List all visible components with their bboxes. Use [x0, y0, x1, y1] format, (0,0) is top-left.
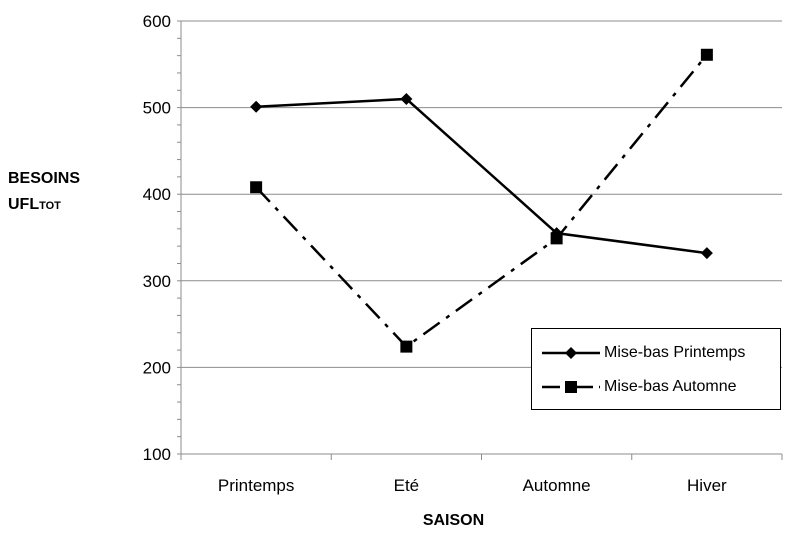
data-point-diamond: [400, 92, 413, 105]
y-axis-label: BESOINS UFLTOT: [8, 166, 108, 219]
data-point-square: [700, 48, 713, 61]
y-tick-label: 200: [143, 358, 171, 377]
y-tick-label: 600: [143, 12, 171, 31]
x-tick-label: Hiver: [687, 476, 727, 495]
y-tick-label: 300: [143, 272, 171, 291]
x-tick-label: Printemps: [218, 476, 295, 495]
data-point-diamond: [250, 100, 263, 113]
legend-swatch-diamond: [542, 347, 600, 359]
y-axis-label-line1: BESOINS: [8, 170, 81, 187]
data-point-square: [400, 340, 413, 353]
x-tick-label: Automne: [523, 476, 591, 495]
y-tick-label: 400: [143, 185, 171, 204]
y-axis-label-subscript: TOT: [39, 200, 61, 212]
y-axis-label-main: UFL: [8, 196, 40, 213]
data-point-square: [250, 181, 263, 194]
data-point-square: [550, 232, 563, 245]
data-point-diamond: [700, 247, 713, 260]
series-line: [256, 97, 708, 255]
y-axis-label-line2: UFLTOT: [8, 192, 108, 219]
legend-label: Mise-bas Automne: [604, 378, 737, 395]
x-tick-label: Eté: [394, 476, 420, 495]
legend-swatch-square: [542, 381, 600, 393]
x-tick-labels: Printemps Eté Automne Hiver: [218, 476, 727, 495]
axes: [177, 20, 783, 460]
legend-item-mise-bas-automne: Mise-bas Automne: [532, 375, 782, 399]
series-mise-bas-automne: [250, 48, 713, 353]
series-lines: [250, 48, 713, 353]
y-tick-label: 500: [143, 99, 171, 118]
y-tick-labels: 100 200 300 400 500 600: [143, 12, 171, 464]
x-axis-label: SAISON: [422, 512, 485, 529]
legend-label: Mise-bas Printemps: [604, 344, 746, 361]
legend-item-mise-bas-printemps: Mise-bas Printemps: [532, 341, 782, 365]
y-tick-label: 100: [143, 445, 171, 464]
legend: Mise-bas Printemps Mise-bas Automne: [531, 328, 781, 410]
series-mise-bas-printemps: [250, 92, 713, 260]
series-line: [255, 53, 708, 349]
